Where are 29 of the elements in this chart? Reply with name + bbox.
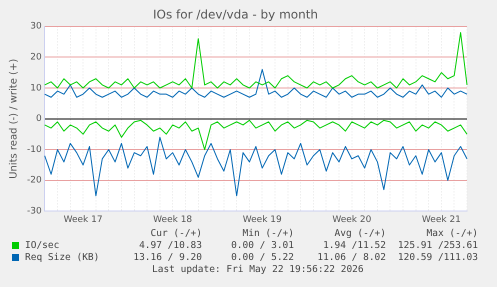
text: 0.00 / 3.01 [230,240,294,251]
y-tick-label: -10 [26,144,42,155]
text: 120.59 /111.03 [396,252,478,263]
text: Min (-/+) [242,228,294,239]
text: Last update: Fri May 22 19:56:22 2026 [151,264,365,275]
text: 11.06 / 8.02 [316,252,386,263]
text: 1.94 /11.52 [322,240,386,251]
legend-label: Req Size (KB) [25,252,100,263]
y-tick-label: -30 [26,206,42,217]
y-tick-label: 20 [30,52,42,63]
x-tick-label: Week 18 [153,214,192,225]
text: Max (-/+) [426,228,478,239]
x-tick-label: Week 21 [422,214,461,225]
text: Cur (-/+) [150,228,202,239]
y-tick-label: 30 [30,22,42,32]
text: Avg (-/+) [334,228,386,239]
y-tick-label: -20 [26,176,42,186]
text: 0.00 / 5.22 [230,252,294,263]
text: 125.91 /253.61 [396,240,478,251]
x-tick-label: Week 17 [64,214,103,225]
y-axis-title: Units read (-) / write (+) [8,58,20,179]
text: 4.97 /10.83 [138,240,202,251]
legend-label: IO/sec [25,240,60,251]
y-tick-label: 10 [30,83,42,94]
x-tick-label: Week 19 [242,214,282,225]
y-tick-label: 0 [36,114,42,124]
chart-title: IOs for /dev/vda - by month [152,7,318,22]
x-tick-label: Week 20 [332,214,372,225]
text: 13.16 / 9.20 [132,252,202,263]
